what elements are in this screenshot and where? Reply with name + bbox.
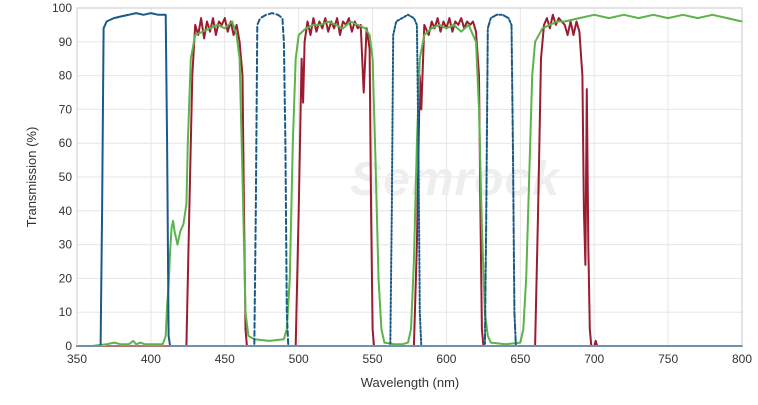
y-tick-label: 40 <box>59 204 73 218</box>
x-tick-label: 500 <box>289 352 309 366</box>
series-group <box>76 12 743 347</box>
x-tick-label: 550 <box>363 352 383 366</box>
series-line-2 <box>76 13 743 347</box>
y-tick-label: 80 <box>59 69 73 83</box>
y-tick-label: 70 <box>59 102 73 116</box>
y-axis-title: Transmission (%) <box>24 127 39 228</box>
series-line-5 <box>383 13 427 347</box>
y-tick-label: 20 <box>59 271 73 285</box>
plot-area-border <box>76 7 743 347</box>
y-tick-label: 100 <box>52 1 72 15</box>
x-tick-label: 750 <box>658 352 678 366</box>
x-tick-label: 350 <box>67 352 87 366</box>
x-tick-label: 800 <box>732 352 752 366</box>
x-tick-label: 450 <box>215 352 235 366</box>
x-tick-label: 700 <box>584 352 604 366</box>
series-line-6 <box>478 13 522 347</box>
series-line-4 <box>247 12 294 347</box>
y-tick-label: 10 <box>59 305 73 319</box>
series-line-3 <box>76 12 743 347</box>
series-line-1 <box>76 13 610 347</box>
y-tick-label: 30 <box>59 238 73 252</box>
y-axis-ticks: 0 10 20 30 40 50 60 70 80 90 100 <box>52 1 72 353</box>
x-axis-title: Wavelength (nm) <box>361 375 460 390</box>
x-tick-label: 600 <box>436 352 456 366</box>
y-tick-label: 90 <box>59 35 73 49</box>
x-tick-label: 650 <box>510 352 530 366</box>
y-tick-label: 50 <box>59 170 73 184</box>
y-tick-label: 60 <box>59 136 73 150</box>
y-tick-label: 0 <box>65 339 72 353</box>
x-tick-label: 400 <box>141 352 161 366</box>
x-axis-ticks: 350 400 450 500 550 600 650 700 750 800 <box>67 352 752 366</box>
watermark-logo: Semrock <box>350 153 561 206</box>
